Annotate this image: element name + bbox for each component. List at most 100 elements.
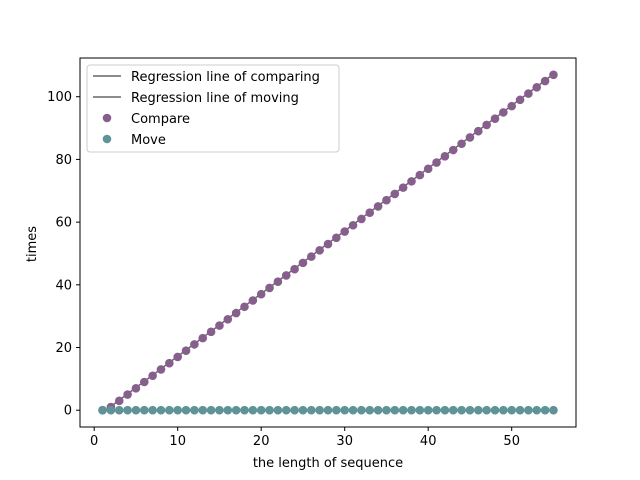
data-point bbox=[415, 405, 425, 415]
data-point bbox=[131, 405, 141, 415]
data-point bbox=[474, 405, 483, 415]
data-point bbox=[357, 405, 366, 415]
data-point bbox=[448, 405, 458, 415]
x-tick-label: 40 bbox=[420, 434, 437, 449]
data-point bbox=[123, 405, 132, 415]
data-point bbox=[482, 120, 491, 130]
x-tick-label: 20 bbox=[253, 434, 270, 449]
data-point bbox=[332, 233, 341, 243]
data-point bbox=[273, 277, 283, 286]
data-point bbox=[131, 383, 141, 393]
data-point bbox=[198, 333, 208, 343]
x-tick-label: 30 bbox=[336, 434, 353, 449]
data-point bbox=[365, 405, 375, 415]
x-tick-label: 0 bbox=[90, 434, 98, 449]
data-point bbox=[465, 133, 475, 142]
data-point bbox=[507, 101, 517, 111]
data-point bbox=[507, 405, 517, 415]
series-move bbox=[98, 405, 558, 415]
data-point bbox=[323, 239, 333, 249]
data-point bbox=[515, 405, 525, 415]
legend-entry: Regression line of comparing bbox=[93, 70, 320, 85]
legend: Regression line of comparing Regression l… bbox=[86, 64, 340, 153]
data-point bbox=[173, 405, 182, 415]
data-point bbox=[215, 321, 224, 330]
axes-frame bbox=[79, 57, 577, 428]
data-point bbox=[240, 302, 249, 312]
data-point bbox=[415, 170, 425, 180]
y-tick-label: 20 bbox=[55, 341, 72, 356]
data-point bbox=[340, 405, 350, 415]
data-point bbox=[448, 145, 458, 155]
data-point bbox=[532, 83, 542, 92]
legend-entry: Compare bbox=[102, 112, 190, 127]
data-point bbox=[499, 108, 508, 117]
data-point bbox=[457, 139, 466, 149]
data-point bbox=[390, 405, 400, 415]
data-point bbox=[114, 396, 124, 406]
legend-entry: Regression line of moving bbox=[93, 91, 299, 106]
data-point bbox=[474, 126, 483, 136]
data-point bbox=[306, 405, 316, 415]
data-point bbox=[382, 195, 391, 205]
data-point bbox=[524, 405, 533, 415]
data-point bbox=[181, 405, 191, 415]
data-point bbox=[240, 405, 249, 415]
data-point bbox=[273, 405, 283, 415]
data-point bbox=[524, 89, 533, 98]
data-point bbox=[114, 405, 124, 415]
y-tick-label: 100 bbox=[47, 90, 72, 105]
y-tick-label: 40 bbox=[55, 278, 72, 293]
data-point bbox=[281, 405, 291, 415]
data-point bbox=[398, 405, 408, 415]
data-point bbox=[515, 95, 525, 105]
legend-label: Regression line of moving bbox=[131, 91, 299, 106]
data-point bbox=[165, 405, 174, 415]
data-point bbox=[181, 346, 191, 355]
legend-label: Regression line of comparing bbox=[131, 70, 320, 85]
legend-label: Move bbox=[131, 133, 166, 148]
data-point bbox=[315, 405, 324, 415]
data-point bbox=[482, 405, 491, 415]
data-point bbox=[407, 177, 416, 186]
data-point bbox=[173, 352, 182, 362]
legend-box bbox=[86, 64, 340, 153]
data-point bbox=[98, 405, 107, 415]
y-tick-label: 60 bbox=[55, 216, 72, 231]
data-point bbox=[348, 405, 358, 415]
data-point bbox=[265, 405, 274, 415]
data-point bbox=[256, 289, 266, 299]
data-point bbox=[440, 405, 450, 415]
data-point bbox=[390, 189, 400, 199]
data-point bbox=[373, 405, 383, 415]
data-point bbox=[398, 183, 408, 192]
data-point bbox=[256, 405, 266, 415]
data-point bbox=[165, 358, 174, 368]
data-point bbox=[123, 390, 132, 399]
data-point bbox=[540, 405, 550, 415]
data-point bbox=[298, 405, 308, 415]
legend-label: Compare bbox=[131, 112, 190, 127]
data-point bbox=[198, 405, 208, 415]
y-tick-label: 80 bbox=[55, 153, 72, 168]
data-point bbox=[348, 220, 358, 230]
data-point bbox=[306, 252, 316, 261]
data-point bbox=[298, 258, 308, 268]
data-point bbox=[106, 405, 116, 415]
data-point bbox=[340, 227, 350, 236]
data-point bbox=[457, 405, 466, 415]
data-point bbox=[265, 283, 274, 293]
y-axis-label: times bbox=[25, 226, 40, 262]
data-point bbox=[423, 405, 433, 415]
data-point bbox=[432, 158, 441, 167]
data-point bbox=[248, 296, 258, 305]
x-tick-label: 50 bbox=[503, 434, 520, 449]
data-point bbox=[223, 315, 233, 324]
plot-area bbox=[98, 70, 558, 415]
data-point bbox=[332, 405, 341, 415]
data-point bbox=[440, 151, 450, 161]
data-point bbox=[490, 114, 500, 123]
axes: 0 10 20 30 40 50 0 20 40 60 80 100 bbox=[47, 57, 577, 449]
data-point bbox=[248, 405, 258, 415]
data-point bbox=[423, 164, 433, 174]
